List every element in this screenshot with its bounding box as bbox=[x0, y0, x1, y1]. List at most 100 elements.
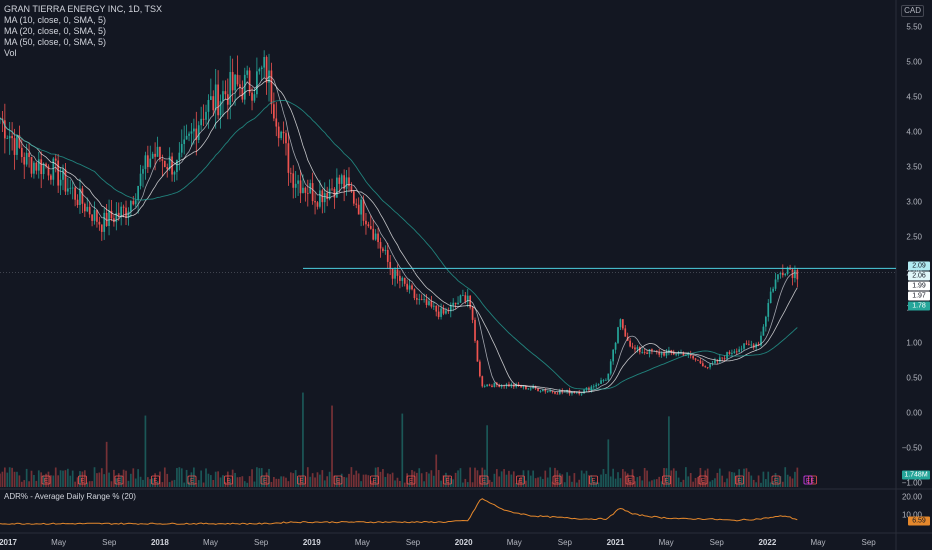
candle-body bbox=[154, 153, 156, 157]
volume-bar bbox=[556, 470, 559, 487]
candle-body bbox=[142, 169, 144, 174]
volume-bar bbox=[786, 474, 789, 487]
candle-body bbox=[622, 319, 624, 329]
volume-bar bbox=[256, 467, 258, 487]
volume-bar bbox=[389, 474, 392, 487]
candle-body bbox=[35, 162, 38, 171]
volume-bar bbox=[197, 480, 200, 487]
candle-body bbox=[462, 295, 464, 297]
candle-body bbox=[592, 386, 595, 388]
volume-bar bbox=[474, 467, 476, 487]
candle-body bbox=[612, 349, 615, 362]
volume-bar bbox=[692, 481, 694, 487]
volume-bar bbox=[137, 469, 139, 487]
volume-bar bbox=[689, 473, 692, 487]
candle-body bbox=[229, 72, 232, 105]
candle-body bbox=[113, 218, 115, 223]
candle-body bbox=[575, 392, 578, 394]
candle-body bbox=[617, 327, 619, 343]
time-tick: May bbox=[658, 538, 674, 547]
volume-legend[interactable]: Vol bbox=[4, 48, 17, 58]
volume-bar bbox=[151, 478, 154, 487]
volume-bar bbox=[508, 470, 510, 487]
volume-bar bbox=[362, 474, 365, 487]
candle-body bbox=[144, 155, 147, 170]
candle-body bbox=[483, 386, 486, 387]
volume-bar bbox=[379, 471, 382, 487]
candle-body bbox=[757, 343, 760, 346]
candle-body bbox=[110, 210, 113, 219]
candle-body bbox=[411, 285, 413, 290]
candle-body bbox=[624, 328, 627, 337]
candle-body bbox=[120, 206, 123, 216]
candle-body bbox=[91, 214, 93, 221]
volume-bar bbox=[190, 472, 193, 487]
candle-body bbox=[481, 376, 484, 387]
candle-body bbox=[222, 91, 224, 102]
volume-bar bbox=[694, 477, 697, 487]
currency-badge[interactable]: CAD bbox=[901, 5, 924, 17]
time-tick: Sep bbox=[102, 538, 117, 547]
adr-legend[interactable]: ADR% - Average Daily Range % (20) bbox=[4, 492, 136, 501]
earnings-marker-label: E bbox=[591, 479, 595, 485]
ma10-legend[interactable]: MA (10, close, 0, SMA, 5) bbox=[4, 15, 107, 25]
candle-body bbox=[365, 220, 367, 225]
candle-body bbox=[241, 87, 244, 100]
earnings-marker bbox=[808, 475, 817, 485]
candle-body bbox=[231, 72, 234, 91]
volume-bar bbox=[273, 477, 275, 487]
candle-body bbox=[319, 190, 321, 207]
volume-bar bbox=[663, 468, 665, 487]
volume-bar bbox=[745, 468, 748, 487]
candle-body bbox=[561, 390, 564, 393]
volume-bar bbox=[714, 478, 716, 487]
volume-bar bbox=[537, 477, 539, 487]
price-tick: 3.00 bbox=[906, 197, 922, 207]
volume-bar bbox=[35, 480, 38, 487]
volume-bar bbox=[709, 481, 711, 487]
candle-body bbox=[367, 224, 370, 227]
volume-bar bbox=[297, 477, 299, 487]
ma50-legend[interactable]: MA (50, close, 0, SMA, 5) bbox=[4, 37, 107, 47]
candle-body bbox=[151, 153, 154, 159]
earnings-marker-label: E bbox=[44, 479, 48, 485]
volume-bar bbox=[636, 477, 639, 487]
candle-body bbox=[16, 135, 18, 155]
time-tick: 2022 bbox=[758, 538, 777, 547]
volume-bar bbox=[525, 480, 527, 487]
candle-body bbox=[67, 188, 69, 192]
volume-bar bbox=[289, 472, 292, 487]
symbol-title[interactable]: GRAN TIERRA ENERGY INC, 1D, TSX bbox=[4, 4, 163, 14]
volume-bar bbox=[449, 478, 452, 487]
time-tick: Sep bbox=[709, 538, 724, 547]
volume-bar bbox=[226, 471, 229, 487]
volume-bar bbox=[462, 482, 464, 487]
candle-body bbox=[214, 84, 217, 111]
candle-body bbox=[651, 349, 653, 352]
candle-body bbox=[491, 385, 493, 387]
volume-bar bbox=[612, 468, 615, 487]
candle-body bbox=[648, 349, 651, 354]
volume-bar bbox=[706, 468, 709, 487]
ma20-legend[interactable]: MA (20, close, 0, SMA, 5) bbox=[4, 26, 107, 36]
candle-body bbox=[781, 272, 784, 276]
volume-bar bbox=[96, 473, 98, 487]
volume-bar bbox=[377, 467, 379, 487]
volume-bar bbox=[440, 480, 442, 487]
volume-bar bbox=[794, 471, 796, 487]
volume-bar bbox=[115, 478, 118, 487]
candle-body bbox=[769, 291, 772, 304]
volume-bar bbox=[539, 476, 542, 487]
candle-body bbox=[464, 295, 467, 302]
earnings-marker bbox=[260, 475, 270, 485]
candle-body bbox=[689, 353, 692, 356]
volume-bar bbox=[62, 470, 64, 487]
volume-bar bbox=[655, 479, 658, 487]
volume-bar bbox=[365, 474, 367, 487]
candle-body bbox=[103, 212, 106, 232]
time-tick: Sep bbox=[861, 538, 876, 547]
candle-body bbox=[554, 391, 556, 394]
volume-bar bbox=[580, 470, 583, 487]
